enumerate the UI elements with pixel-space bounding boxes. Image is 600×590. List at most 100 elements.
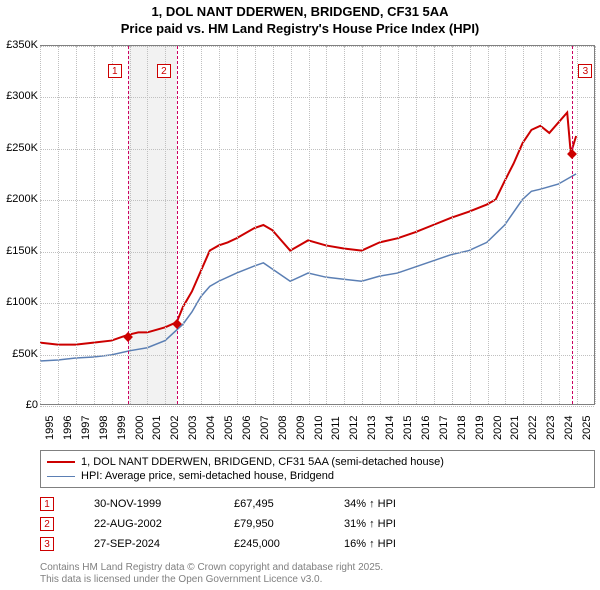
x-tick-label: 2017 <box>438 416 450 440</box>
y-tick-label: £250K <box>6 142 38 154</box>
sale-marker-line <box>128 46 129 404</box>
gridline-v <box>470 46 471 404</box>
x-tick-label: 2006 <box>241 416 253 440</box>
x-tick-label: 2003 <box>187 416 199 440</box>
attribution-line1: Contains HM Land Registry data © Crown c… <box>40 562 383 574</box>
gridline-v <box>434 46 435 404</box>
gridline-v <box>416 46 417 404</box>
legend-label: 1, DOL NANT DDERWEN, BRIDGEND, CF31 5AA … <box>81 456 444 468</box>
sale-marker-line <box>177 46 178 404</box>
x-tick-label: 2024 <box>563 416 575 440</box>
chart-container: 1, DOL NANT DDERWEN, BRIDGEND, CF31 5AA … <box>0 0 600 590</box>
sales-row: 130-NOV-1999£67,49534% ↑ HPI <box>40 494 396 514</box>
gridline-v <box>344 46 345 404</box>
x-tick-label: 2013 <box>366 416 378 440</box>
x-tick-label: 2018 <box>456 416 468 440</box>
x-tick-label: 2011 <box>330 416 342 440</box>
x-tick-label: 2010 <box>313 416 325 440</box>
gridline-v <box>219 46 220 404</box>
sales-row-price: £79,950 <box>234 518 344 530</box>
x-tick-label: 2001 <box>151 416 163 440</box>
gridline-v <box>147 46 148 404</box>
title-line2: Price paid vs. HM Land Registry's House … <box>0 21 600 38</box>
gridline-v <box>40 46 41 404</box>
gridline-v <box>183 46 184 404</box>
sales-row-date: 30-NOV-1999 <box>94 498 234 510</box>
y-tick-label: £100K <box>6 296 38 308</box>
gridline-h <box>40 200 594 201</box>
sale-marker-box: 2 <box>157 64 171 78</box>
gridline-v <box>398 46 399 404</box>
gridline-h <box>40 406 594 407</box>
gridline-v <box>326 46 327 404</box>
gridline-v <box>380 46 381 404</box>
x-tick-label: 1995 <box>44 416 56 440</box>
sales-row-marker: 3 <box>40 537 54 551</box>
x-tick-label: 1997 <box>80 416 92 440</box>
sale-marker-line <box>572 46 573 404</box>
gridline-v <box>595 46 596 404</box>
gridline-v <box>112 46 113 404</box>
sales-row: 222-AUG-2002£79,95031% ↑ HPI <box>40 514 396 534</box>
gridline-v <box>362 46 363 404</box>
x-tick-label: 2014 <box>384 416 396 440</box>
gridline-h <box>40 303 594 304</box>
sales-row-diff: 31% ↑ HPI <box>344 518 396 530</box>
gridline-h <box>40 355 594 356</box>
x-tick-label: 2022 <box>527 416 539 440</box>
gridline-v <box>309 46 310 404</box>
sales-row-price: £67,495 <box>234 498 344 510</box>
attribution-line2: This data is licensed under the Open Gov… <box>40 574 383 586</box>
x-tick-label: 2023 <box>545 416 557 440</box>
gridline-v <box>237 46 238 404</box>
gridline-v <box>523 46 524 404</box>
gridline-v <box>505 46 506 404</box>
sales-row-price: £245,000 <box>234 538 344 550</box>
x-tick-label: 2002 <box>169 416 181 440</box>
sales-row-marker: 2 <box>40 517 54 531</box>
gridline-v <box>488 46 489 404</box>
y-tick-label: £300K <box>6 90 38 102</box>
legend-label: HPI: Average price, semi-detached house,… <box>81 470 334 482</box>
gridline-v <box>577 46 578 404</box>
gridline-v <box>291 46 292 404</box>
sales-row: 327-SEP-2024£245,00016% ↑ HPI <box>40 534 396 554</box>
gridline-v <box>273 46 274 404</box>
x-tick-label: 2004 <box>205 416 217 440</box>
gridline-h <box>40 149 594 150</box>
x-tick-label: 2008 <box>277 416 289 440</box>
legend-row: 1, DOL NANT DDERWEN, BRIDGEND, CF31 5AA … <box>45 455 590 469</box>
y-tick-label: £150K <box>6 245 38 257</box>
chart-plot-area: 123 <box>40 45 595 405</box>
x-tick-label: 2012 <box>348 416 360 440</box>
y-tick-label: £50K <box>12 348 38 360</box>
x-tick-label: 2020 <box>492 416 504 440</box>
x-tick-label: 2016 <box>420 416 432 440</box>
gridline-v <box>165 46 166 404</box>
sales-table: 130-NOV-1999£67,49534% ↑ HPI222-AUG-2002… <box>40 494 396 554</box>
gridline-h <box>40 252 594 253</box>
sales-row-marker: 1 <box>40 497 54 511</box>
gridline-v <box>94 46 95 404</box>
x-tick-label: 1998 <box>98 416 110 440</box>
title-block: 1, DOL NANT DDERWEN, BRIDGEND, CF31 5AA … <box>0 0 600 38</box>
gridline-h <box>40 97 594 98</box>
x-tick-label: 2007 <box>259 416 271 440</box>
x-tick-label: 2019 <box>474 416 486 440</box>
x-tick-label: 2021 <box>509 416 521 440</box>
x-tick-label: 2015 <box>402 416 414 440</box>
sales-row-diff: 16% ↑ HPI <box>344 538 396 550</box>
y-tick-label: £200K <box>6 193 38 205</box>
gridline-v <box>559 46 560 404</box>
title-line1: 1, DOL NANT DDERWEN, BRIDGEND, CF31 5AA <box>0 4 600 21</box>
x-tick-label: 1996 <box>62 416 74 440</box>
x-tick-label: 2025 <box>581 416 593 440</box>
gridline-v <box>541 46 542 404</box>
legend-swatch <box>47 461 75 463</box>
legend-swatch <box>47 476 75 477</box>
gridline-v <box>255 46 256 404</box>
attribution: Contains HM Land Registry data © Crown c… <box>40 562 383 586</box>
y-tick-label: £0 <box>26 399 38 411</box>
x-tick-label: 2005 <box>223 416 235 440</box>
legend-row: HPI: Average price, semi-detached house,… <box>45 469 590 483</box>
